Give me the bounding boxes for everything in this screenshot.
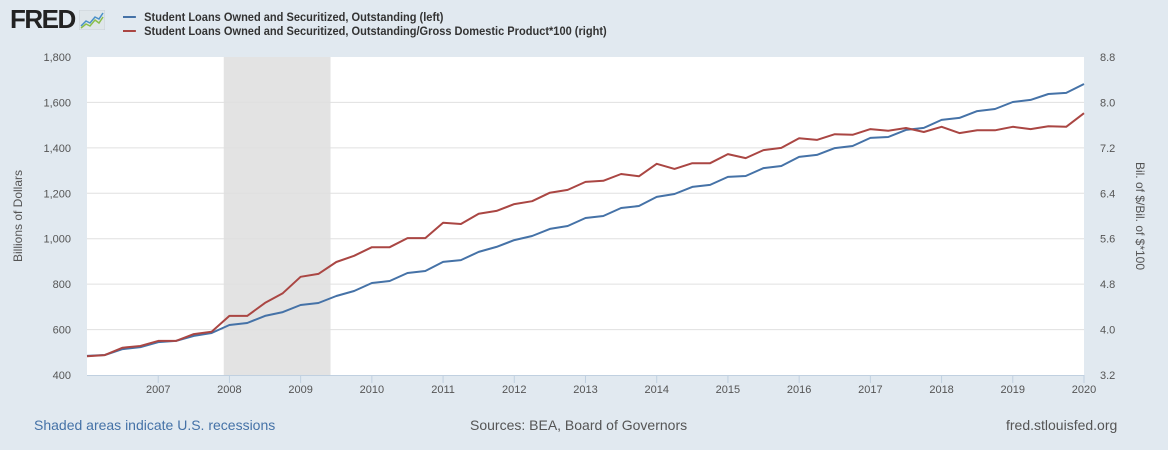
legend-item-right[interactable]: Student Loans Owned and Securitized, Out…	[123, 24, 607, 38]
x-tick-label: 2012	[502, 384, 526, 396]
gridlines	[87, 101, 1084, 331]
y2-tick-label: 4.8	[1100, 279, 1115, 291]
y-tick-label: 1,800	[43, 52, 71, 64]
legend-item-left[interactable]: Student Loans Owned and Securitized, Out…	[123, 10, 607, 24]
legend-label-right: Student Loans Owned and Securitized, Out…	[144, 24, 607, 38]
y-tick-label: 1,200	[43, 188, 71, 200]
y2-tick-label: 4.0	[1100, 325, 1115, 337]
recession-band	[223, 57, 331, 375]
x-tick-label: 2007	[146, 384, 170, 396]
y-tick-label: 400	[53, 370, 71, 382]
x-tick-label: 2008	[217, 384, 241, 396]
x-tick-label: 2011	[431, 384, 455, 396]
site-link[interactable]: fred.stlouisfed.org	[1006, 417, 1118, 433]
fred-logo[interactable]: FRED	[10, 6, 105, 32]
x-tick-label: 2019	[1001, 384, 1025, 396]
y2-tick-label: 5.6	[1100, 234, 1115, 246]
x-tick-label: 2013	[573, 384, 597, 396]
sources-text: Sources: BEA, Board of Governors	[470, 417, 688, 433]
y-tick-label: 1,600	[43, 97, 71, 109]
y-tick-label: 1,400	[43, 143, 71, 155]
recession-note-link[interactable]: Shaded areas indicate U.S. recessions	[34, 417, 276, 433]
legend-swatch-right	[123, 30, 136, 32]
y-tick-label: 1,000	[43, 234, 71, 246]
series-line-left[interactable]	[86, 83, 1085, 357]
y2-tick-label: 8.8	[1100, 52, 1115, 64]
series-line-right[interactable]	[86, 112, 1085, 358]
y-axis-left: 400 600 800 1,000 1,200 1,400 1,600 1,800	[43, 52, 71, 382]
legend-label-left: Student Loans Owned and Securitized, Out…	[144, 10, 444, 24]
y2-tick-label: 8.0	[1100, 97, 1115, 109]
x-tick-label: 2017	[858, 384, 882, 396]
y-tick-label: 800	[53, 279, 71, 291]
logo-text: FRED	[10, 4, 76, 34]
y2-tick-label: 6.4	[1100, 188, 1115, 200]
x-tick-label: 2020	[1072, 384, 1096, 396]
y2-tick-label: 7.2	[1100, 143, 1115, 155]
line-chart-icon	[78, 10, 105, 30]
series	[86, 83, 1085, 358]
x-axis: 2007 2008 2009 2010 2011 2012 2013 2014 2015 2016…	[87, 375, 1096, 396]
x-tick-label: 2016	[787, 384, 811, 396]
y-axis-right: 3.2 4.0 4.8 5.6 6.4 7.2 8.0 8.8	[1100, 52, 1115, 382]
x-tick-label: 2018	[929, 384, 953, 396]
legend-swatch-left	[123, 16, 136, 18]
y-tick-label: 600	[53, 325, 71, 337]
legend: Student Loans Owned and Securitized, Out…	[123, 10, 607, 38]
y-axis-title-right: Bil. of $/Bil. of $*100	[1133, 162, 1147, 270]
y2-tick-label: 3.2	[1100, 370, 1115, 382]
recession-bands	[223, 57, 331, 375]
x-tick-label: 2009	[288, 384, 312, 396]
x-tick-label: 2014	[644, 384, 668, 396]
x-tick-label: 2015	[716, 384, 740, 396]
x-tick-label: 2010	[360, 384, 384, 396]
y-axis-title-left: Billions of Dollars	[11, 170, 25, 262]
